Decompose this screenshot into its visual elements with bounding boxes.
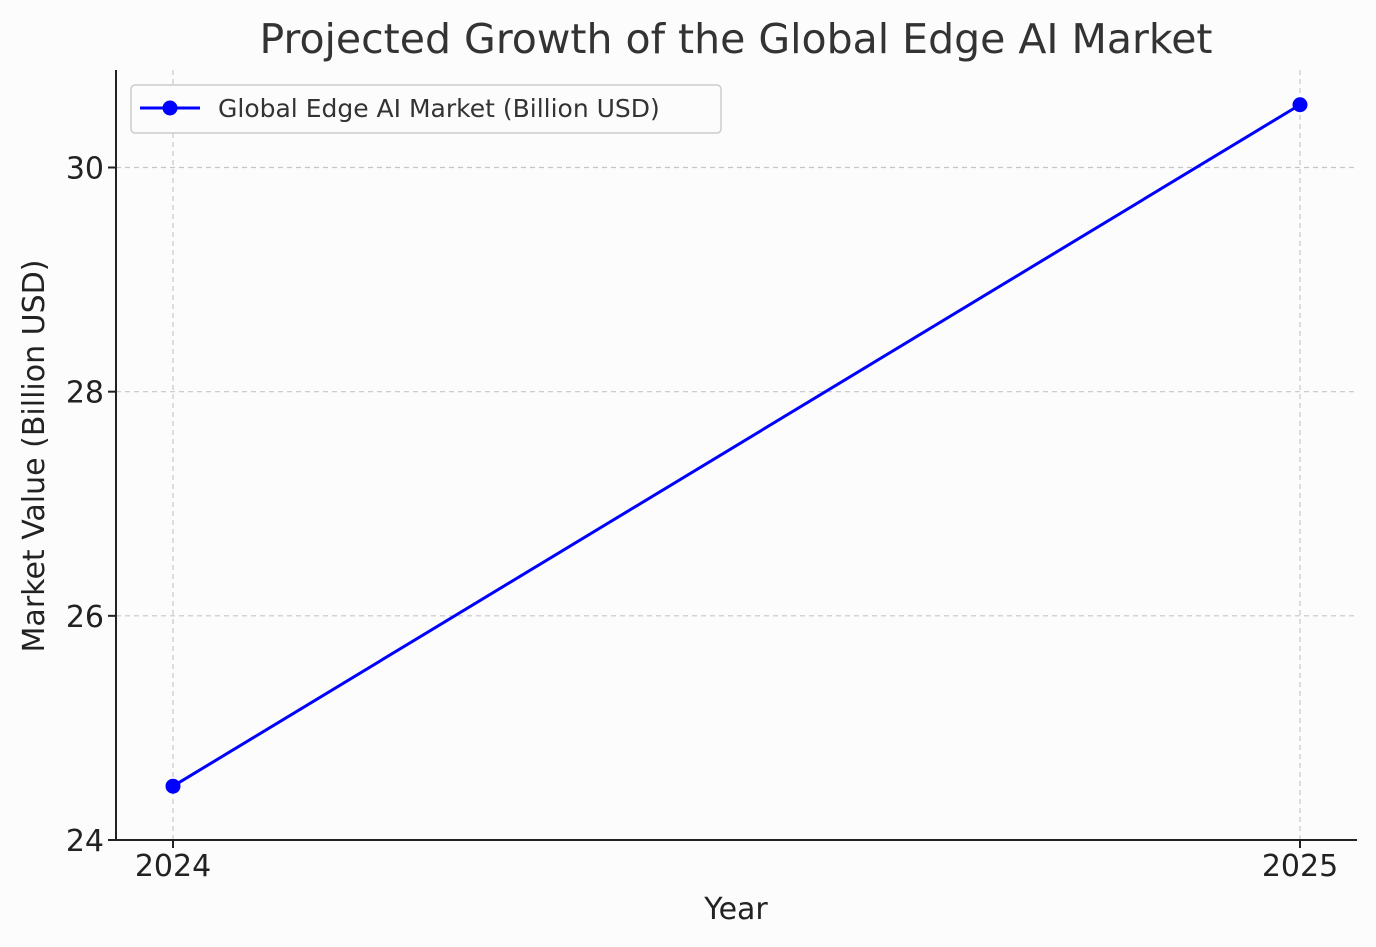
y-axis-label: Market Value (Billion USD) xyxy=(17,260,52,653)
y-tick-label: 30 xyxy=(66,152,104,187)
x-axis-ticks: 2024 2025 xyxy=(135,840,1338,884)
y-tick-label: 24 xyxy=(66,824,104,859)
legend: Global Edge AI Market (Billion USD) xyxy=(130,84,722,134)
series-line xyxy=(172,103,1301,788)
x-axis-label: Year xyxy=(703,892,768,927)
data-point xyxy=(1292,97,1308,113)
series-layer xyxy=(165,97,1308,794)
grid-lines xyxy=(116,70,1357,840)
legend-box xyxy=(130,84,722,134)
y-tick-label: 26 xyxy=(66,600,104,635)
y-tick-label: 28 xyxy=(66,376,104,411)
y-axis-ticks: 24 26 28 30 xyxy=(66,152,116,859)
legend-marker xyxy=(162,100,178,116)
chart-title: Projected Growth of the Global Edge AI M… xyxy=(259,15,1212,63)
legend-label: Global Edge AI Market (Billion USD) xyxy=(218,94,660,123)
data-point xyxy=(165,778,181,794)
x-tick-label: 2024 xyxy=(135,849,211,884)
x-tick-label: 2025 xyxy=(1262,849,1338,884)
